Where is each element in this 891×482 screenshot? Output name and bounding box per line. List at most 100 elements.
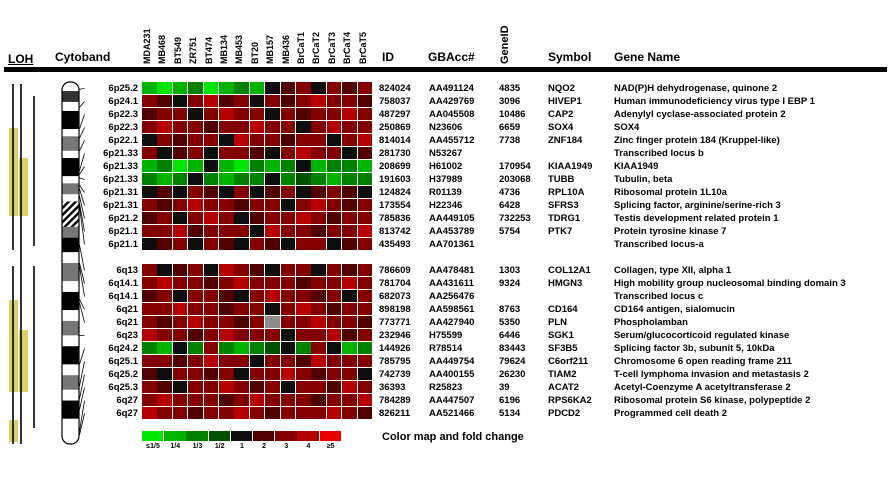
heatmap-cell bbox=[265, 108, 280, 120]
heatmap-cell bbox=[342, 303, 357, 315]
name-value: Transcribed locus b bbox=[614, 148, 704, 159]
sym-value: SFRS3 bbox=[548, 200, 579, 211]
heatmap-cell bbox=[142, 147, 157, 159]
heatmap-cell bbox=[249, 381, 265, 393]
heatmap-cell bbox=[188, 290, 203, 302]
gene-row: 6p24.1 758037 AA429769 3096 HIVEP1 Human immu… bbox=[0, 95, 891, 108]
name-value: Tubulin, beta bbox=[614, 174, 673, 185]
heatmap-cell bbox=[203, 186, 219, 198]
heatmap-cell bbox=[142, 212, 157, 224]
heatmap-cell bbox=[203, 173, 219, 185]
gb-value: AA400155 bbox=[429, 369, 475, 380]
gid-value: 7738 bbox=[499, 135, 521, 146]
gene-row: 6q23 232946 H75599 6446 SGK1 Serum/glucocorti… bbox=[0, 329, 891, 342]
heatmap-cell bbox=[311, 381, 326, 393]
gid-value: 6659 bbox=[499, 122, 521, 133]
id-value: 786609 bbox=[379, 265, 411, 276]
heatmap-cell bbox=[249, 342, 265, 354]
cyto-value: 6q27 bbox=[116, 408, 138, 419]
heatmap-cell bbox=[265, 394, 280, 406]
heatmap-cell bbox=[172, 368, 188, 380]
gb-value: N53267 bbox=[429, 148, 463, 159]
heatmap-cell bbox=[142, 355, 157, 367]
cyto-value: 6p22.3 bbox=[108, 109, 138, 120]
column-header-loh: LOH bbox=[8, 52, 34, 66]
heatmap-cell bbox=[234, 316, 249, 328]
heatmap-cell bbox=[326, 160, 342, 172]
legend-swatch bbox=[319, 431, 341, 441]
heatmap-cell bbox=[234, 355, 249, 367]
heatmap-cell bbox=[157, 147, 172, 159]
id-value: 173554 bbox=[379, 200, 411, 211]
heatmap-cell bbox=[157, 264, 172, 276]
name-value: Ribosomal protein 1L10a bbox=[614, 187, 727, 198]
gb-value: AA449105 bbox=[429, 213, 475, 224]
heatmap-cell bbox=[249, 108, 265, 120]
heatmap-cell bbox=[172, 381, 188, 393]
heatmap-cell bbox=[357, 212, 373, 224]
gene-row: 6p21.31 124824 R01139 4736 RPL10A Ribosomal p… bbox=[0, 186, 891, 199]
heatmap-cell bbox=[219, 381, 234, 393]
heatmap-cell bbox=[265, 186, 280, 198]
heatmap-cell bbox=[157, 290, 172, 302]
heatmap-cell bbox=[296, 316, 311, 328]
id-value: 824024 bbox=[379, 83, 411, 94]
heatmap-cell bbox=[142, 186, 157, 198]
heatmap-cell bbox=[280, 277, 296, 289]
gene-row: 6q24.2 144926 R78514 83443 SF3B5 Splicing fac… bbox=[0, 342, 891, 355]
heatmap-cell bbox=[142, 407, 157, 419]
heatmap-cell bbox=[203, 329, 219, 341]
heatmap-cell bbox=[326, 173, 342, 185]
heatmap-cell bbox=[142, 303, 157, 315]
heatmap-cell bbox=[219, 134, 234, 146]
heatmap-cell bbox=[219, 121, 234, 133]
heatmap-cell bbox=[357, 238, 373, 250]
heatmap-cell bbox=[172, 95, 188, 107]
heatmap-cell bbox=[357, 394, 373, 406]
heatmap-cell bbox=[265, 160, 280, 172]
cyto-value: 6p22.3 bbox=[108, 122, 138, 133]
sample-label: MB453 bbox=[234, 34, 245, 64]
name-value: SOX4 bbox=[614, 122, 640, 133]
name-value: Transcribed locus c bbox=[614, 291, 704, 302]
cyto-value: 6q24.2 bbox=[108, 343, 138, 354]
heatmap-cell bbox=[157, 186, 172, 198]
legend-swatch bbox=[208, 431, 230, 441]
heatmap-cell bbox=[296, 134, 311, 146]
heatmap-cell bbox=[188, 186, 203, 198]
heatmap-cell bbox=[234, 407, 249, 419]
cyto-value: 6q25.3 bbox=[108, 382, 138, 393]
cyto-value: 6q23 bbox=[116, 330, 138, 341]
heatmap-cell bbox=[157, 238, 172, 250]
name-value: Programmed cell death 2 bbox=[614, 408, 727, 419]
heatmap-cell bbox=[172, 407, 188, 419]
legend-caption: Color map and fold change bbox=[382, 431, 524, 443]
heatmap-cell bbox=[142, 134, 157, 146]
heatmap-cell bbox=[172, 82, 188, 94]
heatmap-cell bbox=[188, 238, 203, 250]
heatmap-cell bbox=[265, 95, 280, 107]
heatmap-cell bbox=[249, 407, 265, 419]
heatmap-cell bbox=[296, 108, 311, 120]
heatmap-cell bbox=[249, 121, 265, 133]
heatmap-cell bbox=[219, 342, 234, 354]
heatmap-cell bbox=[249, 264, 265, 276]
sym-value: PLN bbox=[548, 317, 567, 328]
heatmap-cell bbox=[280, 238, 296, 250]
heatmap-cell bbox=[357, 316, 373, 328]
heatmap-cell bbox=[157, 368, 172, 380]
heatmap-cell bbox=[172, 394, 188, 406]
heatmap-cell bbox=[142, 121, 157, 133]
heatmap-cell bbox=[188, 407, 203, 419]
gb-value: H37989 bbox=[429, 174, 463, 185]
gid-value: 6428 bbox=[499, 200, 521, 211]
gb-value: AA478481 bbox=[429, 265, 475, 276]
heatmap-cell bbox=[188, 199, 203, 211]
heatmap-cell bbox=[357, 160, 373, 172]
heatmap-cell bbox=[311, 342, 326, 354]
heatmap-cell bbox=[188, 82, 203, 94]
heatmap-cell bbox=[311, 225, 326, 237]
heatmap-cell bbox=[172, 290, 188, 302]
gb-value: R25823 bbox=[429, 382, 463, 393]
gid-value: 5754 bbox=[499, 226, 521, 237]
